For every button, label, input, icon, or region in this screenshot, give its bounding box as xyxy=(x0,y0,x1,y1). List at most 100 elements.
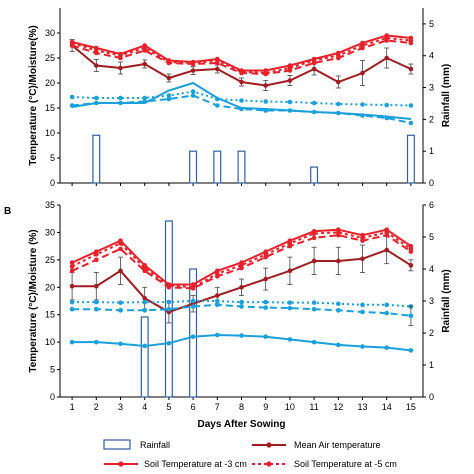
series-point-m5 xyxy=(384,310,390,316)
x-tick-label: 14 xyxy=(382,402,392,412)
series-point-air xyxy=(384,55,390,61)
y2-axis-title: Rainfall (mm) xyxy=(441,64,452,127)
y-tick-label: 10 xyxy=(45,337,55,347)
series-point-air xyxy=(287,78,293,83)
legend-rainfall-swatch xyxy=(103,439,131,450)
series-point-m3 xyxy=(336,301,341,307)
rainfall-bar xyxy=(213,150,222,184)
y2-tick-label: 1 xyxy=(429,146,434,156)
x-tick-label: 13 xyxy=(357,402,367,412)
x-tick-label: 11 xyxy=(309,402,318,412)
series-point-m5 xyxy=(166,96,172,102)
series-point-s10 xyxy=(311,235,317,241)
y-tick-label: 10 xyxy=(45,128,55,138)
legend-s5-label: Soil Temperature at -5 cm xyxy=(294,459,397,469)
series-line-m3 xyxy=(72,300,411,308)
series-point-m3 xyxy=(360,302,365,308)
series-point-m10 xyxy=(118,341,123,347)
series-point-m3 xyxy=(263,299,269,305)
y-axis-title: Temperature (°C)/Moisture (%) xyxy=(28,229,39,372)
series-point-m10 xyxy=(239,333,244,338)
series-point-s10 xyxy=(118,246,123,252)
series-point-m5 xyxy=(263,305,269,310)
y-tick-label: 35 xyxy=(45,200,55,210)
series-point-m3 xyxy=(69,94,75,100)
series-point-s10 xyxy=(336,232,341,238)
series-point-m3 xyxy=(311,100,317,106)
series-point-m5 xyxy=(215,103,220,108)
y-tick-label: 5 xyxy=(50,153,55,163)
series-point-m3 xyxy=(190,298,196,304)
series-point-m3 xyxy=(239,299,244,305)
y2-tick-label: 5 xyxy=(429,232,434,242)
series-point-s10 xyxy=(263,71,269,77)
rainfall-bar xyxy=(189,150,198,184)
series-point-s10 xyxy=(408,40,414,46)
y-tick-label: 0 xyxy=(50,178,55,188)
y2-tick-label: 3 xyxy=(429,296,434,306)
series-point-air xyxy=(263,83,269,88)
rainfall-bar xyxy=(310,166,319,184)
series-point-air xyxy=(142,61,147,67)
series-point-s10 xyxy=(69,43,75,48)
series-point-s5 xyxy=(311,231,317,236)
series-point-m10 xyxy=(142,343,147,349)
series-point-s5 xyxy=(118,241,123,246)
series-point-m3 xyxy=(336,101,341,107)
series-point-m5 xyxy=(311,306,317,312)
series-point-m10 xyxy=(69,339,75,345)
series-point-air xyxy=(239,79,244,85)
series-point-air xyxy=(190,68,196,73)
series-line-s3 xyxy=(71,34,412,72)
y-tick-label: 5 xyxy=(50,365,55,375)
series-point-m3 xyxy=(360,102,365,107)
series-point-m10 xyxy=(190,334,196,339)
y2-tick-label: 6 xyxy=(429,200,434,210)
series-point-s10 xyxy=(118,55,123,61)
y-tick-label: 30 xyxy=(45,28,55,38)
x-tick-label: 3 xyxy=(118,402,123,412)
series-point-m5 xyxy=(408,313,414,319)
y-tick-label: 25 xyxy=(45,255,55,265)
series-point-m3 xyxy=(166,299,172,305)
series-point-s10 xyxy=(311,60,317,66)
series-point-s10 xyxy=(384,232,390,238)
x-tick-label: 1 xyxy=(70,402,75,412)
x-tick-label: 8 xyxy=(239,402,244,412)
series-point-m10 xyxy=(215,332,220,338)
y-tick-label: 15 xyxy=(45,103,55,113)
series-point-s10 xyxy=(287,68,293,73)
series-point-m10 xyxy=(311,339,317,345)
series-line-m10 xyxy=(71,81,412,120)
series-point-air xyxy=(311,66,317,72)
series-point-s10 xyxy=(94,50,99,56)
y2-tick-label: 1 xyxy=(429,360,434,370)
series-point-air xyxy=(287,268,293,274)
rainfall-bar xyxy=(92,134,101,184)
y-tick-label: 0 xyxy=(50,392,55,402)
series-point-m3 xyxy=(69,299,75,305)
y2-tick-label: 3 xyxy=(429,83,434,93)
series-point-s10 xyxy=(69,268,75,274)
x-tick-label: 10 xyxy=(285,402,295,412)
series-point-m10 xyxy=(408,348,414,353)
y2-tick-label: 2 xyxy=(429,328,434,338)
series-point-m5 xyxy=(215,302,220,308)
y2-tick-label: 4 xyxy=(429,51,434,61)
series-point-m10 xyxy=(94,339,99,345)
series-point-s10 xyxy=(263,254,269,260)
series-point-m5 xyxy=(408,120,414,126)
x-tick-label: 5 xyxy=(166,402,171,412)
series-point-s10 xyxy=(190,61,196,67)
rainfall-bar xyxy=(140,316,149,398)
x-axis-title: Days After Sowing xyxy=(198,419,286,430)
series-point-air xyxy=(360,70,365,76)
y-tick-label: 30 xyxy=(45,227,55,237)
series-point-s10 xyxy=(384,38,390,43)
y-tick-label: 20 xyxy=(45,282,55,292)
series-point-m3 xyxy=(311,300,317,305)
x-tick-label: 9 xyxy=(263,402,268,412)
series-point-s10 xyxy=(360,238,365,243)
